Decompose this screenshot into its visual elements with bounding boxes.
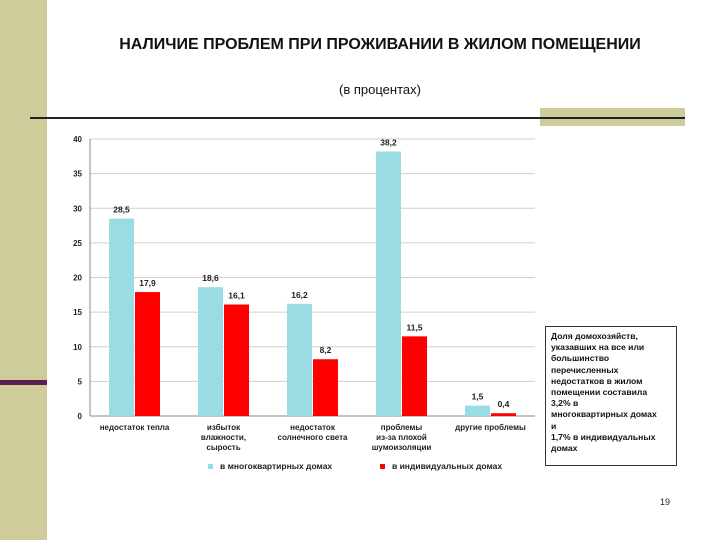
x-tick-label: другие проблемы (455, 423, 526, 432)
x-tick-label: недостаток (290, 423, 336, 432)
y-tick-label: 35 (73, 170, 82, 179)
bar (287, 303, 312, 416)
data-label: 8,2 (320, 345, 332, 355)
data-label: 38,2 (380, 137, 397, 147)
x-tick-label: из-за плохой (376, 433, 427, 442)
y-tick-label: 15 (73, 308, 82, 317)
x-tick-label: солнечного света (278, 433, 349, 442)
bar (465, 405, 490, 416)
x-tick-label: проблемы (381, 423, 423, 432)
data-label: 11,5 (406, 322, 422, 332)
bar (109, 218, 134, 416)
bar (491, 413, 516, 416)
note-box: Доля домохозяйств, указавших на все или … (545, 326, 677, 466)
x-tick-label: избыток (207, 423, 241, 432)
bar (313, 359, 338, 416)
data-label: 0,4 (498, 399, 510, 409)
data-label: 17,9 (139, 278, 156, 288)
y-tick-label: 20 (73, 274, 82, 283)
data-label: 18,6 (202, 273, 219, 283)
legend-label: в многоквартирных домах (220, 461, 332, 471)
bar (376, 151, 401, 416)
left-decor-accent (0, 380, 47, 385)
data-label: 16,1 (228, 291, 245, 301)
bar (402, 336, 427, 416)
y-tick-label: 25 (73, 239, 82, 248)
y-tick-label: 10 (73, 343, 82, 352)
data-label: 16,2 (291, 290, 308, 300)
page-number: 19 (660, 497, 671, 507)
y-tick-label: 0 (78, 412, 83, 421)
y-tick-label: 30 (73, 204, 82, 213)
data-label: 28,5 (113, 205, 130, 215)
legend-label: в индивидуальных домах (392, 461, 502, 471)
bar (198, 287, 223, 416)
x-tick-label: шумоизоляции (372, 443, 432, 452)
title-divider (30, 117, 685, 119)
bar (135, 292, 160, 416)
page-title: НАЛИЧИЕ ПРОБЛЕМ ПРИ ПРОЖИВАНИИ В ЖИЛОМ П… (119, 36, 641, 53)
legend-swatch (380, 464, 385, 469)
y-tick-label: 5 (78, 377, 83, 386)
page-subtitle: (в процентах) (339, 82, 421, 97)
x-tick-label: влажности, (201, 433, 246, 442)
bar (224, 304, 249, 416)
data-label: 1,5 (472, 392, 484, 402)
y-tick-label: 40 (73, 135, 82, 144)
x-tick-label: недостаток тепла (100, 423, 170, 432)
legend-swatch (208, 464, 213, 469)
left-decor-band (0, 0, 47, 540)
x-tick-label: сырость (206, 443, 240, 452)
